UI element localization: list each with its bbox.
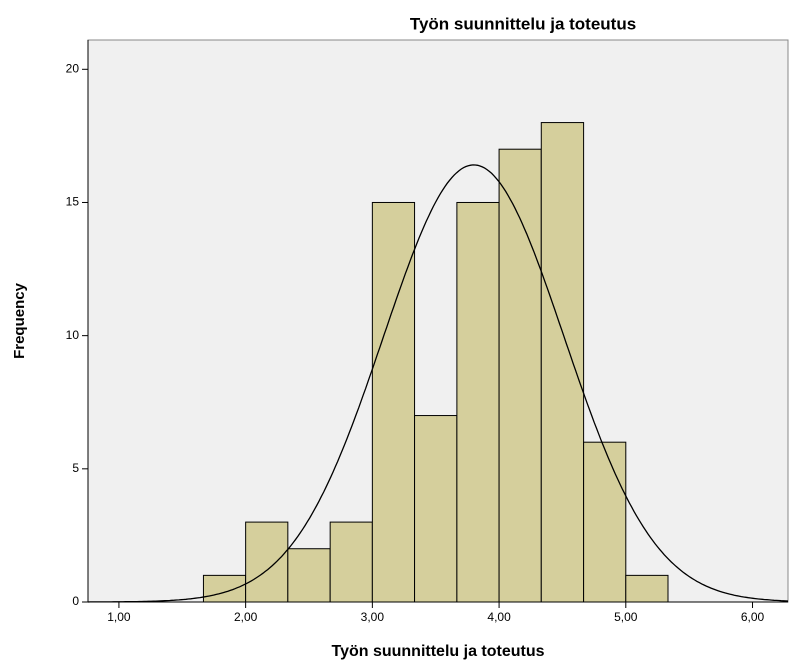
- x-axis-label: Työn suunnittelu ja toteutus: [331, 643, 544, 660]
- bar: [540, 122, 585, 603]
- x-tick-label: 4,00: [487, 610, 511, 624]
- bar: [329, 521, 373, 603]
- y-axis-label: Frequency: [11, 282, 28, 359]
- x-tick-label: 6,00: [741, 610, 765, 624]
- bar: [287, 548, 331, 603]
- x-tick-label: 1,00: [107, 610, 131, 624]
- y-tick-label: 0: [72, 594, 79, 608]
- bar: [202, 574, 247, 603]
- y-tick-label: 20: [66, 61, 80, 75]
- bar: [414, 415, 458, 603]
- bar: [625, 574, 669, 603]
- chart-title: Työn suunnittelu ja toteutus: [410, 14, 636, 33]
- bar: [371, 201, 416, 603]
- y-tick-label: 5: [72, 461, 79, 475]
- normal-curve: [87, 164, 789, 603]
- y-tick-label: 10: [66, 328, 80, 342]
- bar: [498, 148, 542, 603]
- bar: [456, 201, 500, 603]
- bar: [583, 441, 627, 603]
- x-tick-label: 2,00: [234, 610, 258, 624]
- bar: [245, 521, 289, 603]
- y-tick-label: 15: [66, 195, 80, 209]
- x-tick-label: 5,00: [614, 610, 638, 624]
- x-tick-label: 3,00: [361, 610, 385, 624]
